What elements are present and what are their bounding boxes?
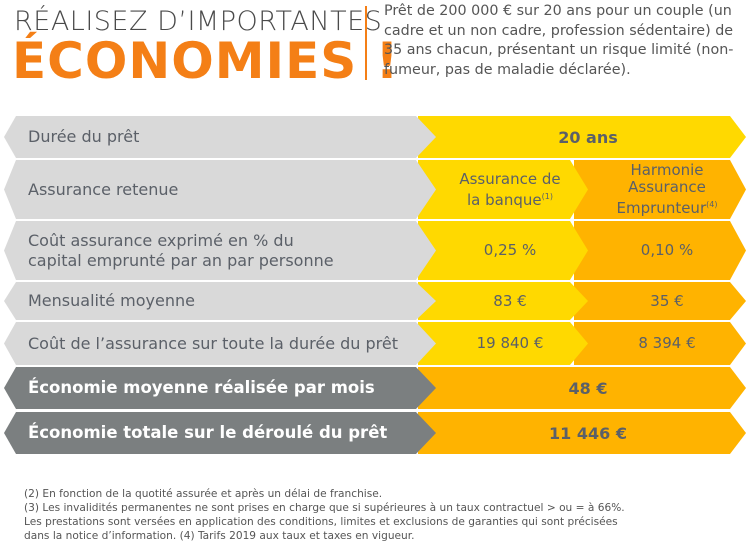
row-mensualite: Mensualité moyenne 83 € 35 €: [0, 282, 750, 320]
row-label: Coût de l’assurance sur toute la durée d…: [4, 322, 436, 365]
footnote: (3) Les invalidités permanentes ne sont …: [24, 502, 625, 514]
harmonie-value: 0,10 %: [574, 221, 746, 280]
footnote: dans la notice d’information. (4) Tarifs…: [24, 530, 415, 542]
bank-header: Assurance de la banque(1): [418, 160, 588, 219]
harmonie-value: 8 394 €: [574, 322, 746, 365]
row-label: Durée du prêt: [4, 116, 436, 158]
row-label: Assurance retenue: [4, 160, 436, 219]
divider: [365, 6, 367, 80]
bank-value: 0,25 %: [418, 221, 588, 280]
row-eco-mois: Économie moyenne réalisée par mois 48 €: [0, 367, 750, 409]
harmonie-header: Harmonie Assurance Emprunteur(4): [574, 160, 746, 219]
bank-value: 83 €: [418, 282, 588, 320]
row-cout-pct: Coût assurance exprimé en % du capital e…: [0, 221, 750, 280]
title-line1: RÉALISEZ D’IMPORTANTES: [14, 6, 383, 37]
harmonie-value: 35 €: [574, 282, 746, 320]
row-assurance: Assurance retenue Assurance de la banque…: [0, 160, 750, 219]
row-eco-total: Économie totale sur le déroulé du prêt 1…: [0, 412, 750, 454]
eco-mois-value: 48 €: [418, 367, 746, 409]
row-label: Économie totale sur le déroulé du prêt: [4, 412, 436, 454]
eco-total-value: 11 446 €: [418, 412, 746, 454]
row-label: Économie moyenne réalisée par mois: [4, 367, 436, 409]
footnotes: (2) En fonction de la quotité assurée et…: [24, 487, 625, 543]
duree-value: 20 ans: [418, 116, 746, 158]
row-cout-total: Coût de l’assurance sur toute la durée d…: [0, 322, 750, 365]
row-label: Coût assurance exprimé en % du capital e…: [4, 221, 436, 280]
intro-text: Prêt de 200 000 € sur 20 ans pour un cou…: [384, 3, 734, 78]
bank-value: 19 840 €: [418, 322, 588, 365]
footnote: Les prestations sont versées en applicat…: [24, 516, 618, 528]
title-line2: ÉCONOMIES !: [12, 32, 400, 90]
footnote: (2) En fonction de la quotité assurée et…: [24, 488, 383, 500]
row-label: Mensualité moyenne: [4, 282, 436, 320]
row-duree: Durée du prêt 20 ans: [0, 116, 750, 158]
